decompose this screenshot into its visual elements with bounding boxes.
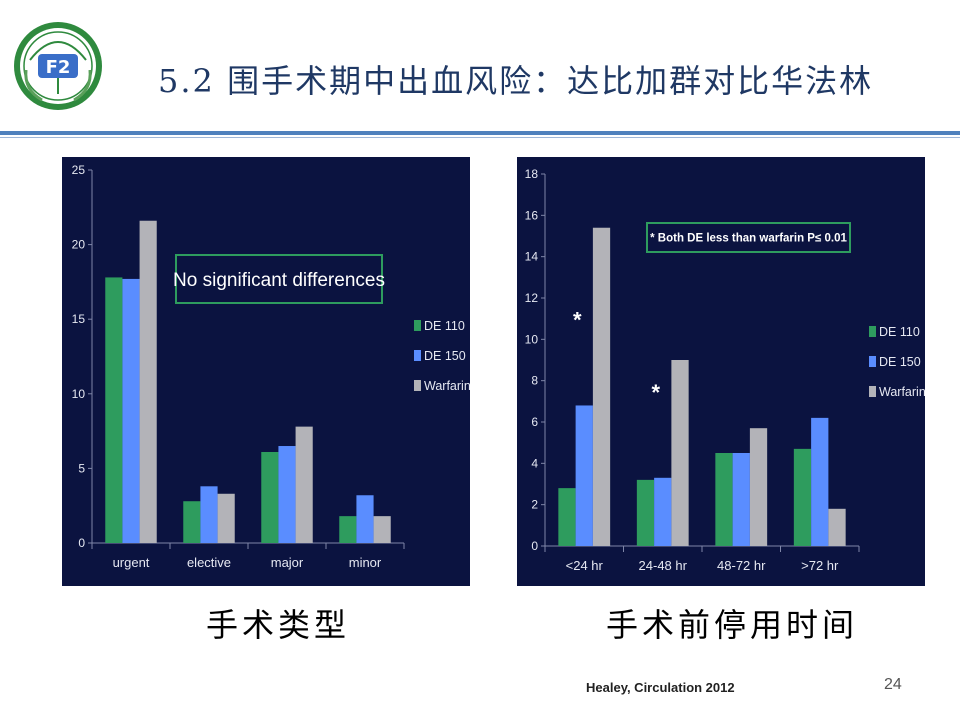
y-tick-label: 0	[78, 536, 85, 550]
legend-label: DE 150	[879, 355, 921, 369]
legend-label: Warfarin	[424, 379, 470, 393]
bar-de-150	[278, 446, 296, 543]
bar-warfarin	[295, 426, 313, 543]
citation: Healey, Circulation 2012	[586, 680, 735, 695]
slide-number: 24	[884, 676, 902, 693]
bar-warfarin	[749, 428, 768, 546]
legend-label: DE 110	[879, 325, 920, 339]
legend-swatch	[869, 326, 876, 337]
title-divider	[0, 131, 960, 135]
y-tick-label: 16	[525, 208, 539, 222]
y-tick-label: 2	[531, 498, 538, 512]
bar-de-150	[200, 486, 218, 543]
y-tick-label: 0	[531, 539, 538, 553]
legend-label: DE 110	[424, 319, 465, 333]
bar-de-110	[636, 479, 655, 546]
slide-title: 5.2 围手术期中出血风险：达比加群对比华法林	[158, 62, 874, 100]
bar-de-150	[654, 477, 672, 546]
y-tick-label: 15	[72, 312, 86, 326]
chart-surgery-type: 0 5 10 15 20 25 urgent elective major minor No sig…	[62, 157, 470, 586]
x-tick-label: major	[271, 555, 304, 570]
x-tick-label: elective	[187, 555, 231, 570]
svg-text:F2: F2	[46, 57, 71, 78]
annotation-text: * Both DE less than warfarin P≤ 0.01	[650, 233, 847, 245]
legend-swatch	[414, 380, 421, 391]
legend-label: Warfarin	[879, 385, 925, 399]
caption-surgery-type: 手术类型	[206, 606, 351, 644]
y-tick-label: 4	[531, 456, 538, 470]
bar-warfarin	[139, 220, 157, 543]
bar-de-150	[122, 278, 140, 543]
y-tick-label: 20	[72, 238, 86, 252]
caption-interruption-time: 手术前停用时间	[606, 606, 859, 644]
x-tick-label: >72 hr	[801, 558, 839, 573]
x-tick-label: minor	[349, 555, 382, 570]
bar-warfarin	[373, 516, 391, 543]
bar-de-110	[183, 501, 201, 543]
bar-warfarin	[592, 227, 611, 546]
bar-de-110	[558, 488, 576, 546]
bar-de-110	[261, 451, 279, 543]
y-tick-label: 10	[525, 332, 539, 346]
y-tick-label: 14	[525, 250, 539, 264]
chart-interruption-time: 0 2 4 6 8 10 12 14 16 18 <24 hr 24-48 hr 48-72 hr >72…	[517, 157, 925, 586]
bar-de-150	[811, 417, 829, 546]
legend-swatch	[869, 356, 876, 367]
bar-de-150	[732, 453, 750, 546]
x-tick-label: 24-48 hr	[639, 558, 688, 573]
bar-de-110	[105, 277, 123, 543]
x-tick-label: <24 hr	[566, 558, 604, 573]
y-tick-label: 6	[531, 415, 538, 429]
legend-label: DE 150	[424, 349, 466, 363]
y-tick-label: 10	[72, 387, 86, 401]
bar-de-110	[339, 516, 357, 543]
y-tick-label: 8	[531, 374, 538, 388]
annotation-box	[175, 254, 383, 304]
bar-de-110	[793, 448, 812, 546]
bar-de-150	[356, 495, 374, 543]
y-tick-label: 25	[72, 163, 86, 177]
x-tick-label: urgent	[113, 555, 150, 570]
legend-swatch	[414, 320, 421, 331]
legend-swatch	[869, 386, 876, 397]
x-tick-label: 48-72 hr	[717, 558, 766, 573]
annotation-box	[646, 222, 851, 253]
bar-warfarin	[671, 360, 689, 546]
bar-de-150	[575, 405, 593, 546]
y-tick-label: 18	[525, 167, 539, 181]
significance-star: *	[652, 380, 661, 405]
annotation-text: No significant differences	[173, 270, 385, 291]
significance-star: *	[573, 307, 582, 332]
bar-de-110	[715, 453, 733, 546]
legend-swatch	[414, 350, 421, 361]
bar-warfarin	[828, 508, 846, 546]
hospital-logo: F2	[14, 22, 102, 110]
bar-warfarin	[217, 493, 235, 543]
y-tick-label: 5	[78, 461, 85, 475]
title-divider-thin	[0, 137, 960, 138]
y-tick-label: 12	[525, 291, 539, 305]
